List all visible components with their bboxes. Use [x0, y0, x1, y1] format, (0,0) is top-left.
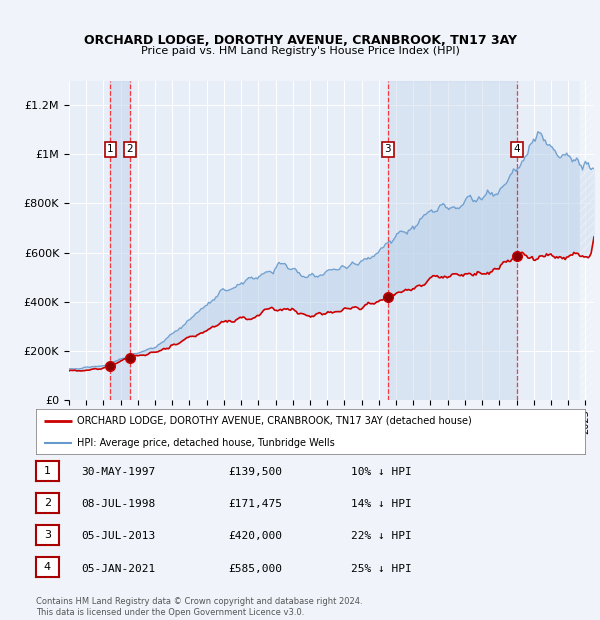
Text: 05-JAN-2021: 05-JAN-2021 [81, 564, 155, 574]
Text: 2: 2 [44, 498, 51, 508]
Text: 2: 2 [126, 144, 133, 154]
Bar [388, 81, 517, 400]
Text: 05-JUL-2013: 05-JUL-2013 [81, 531, 155, 541]
Text: 22% ↓ HPI: 22% ↓ HPI [351, 531, 412, 541]
Text: 4: 4 [44, 562, 51, 572]
Text: 1: 1 [107, 144, 114, 154]
Text: ORCHARD LODGE, DOROTHY AVENUE, CRANBROOK, TN17 3AY: ORCHARD LODGE, DOROTHY AVENUE, CRANBROOK… [83, 34, 517, 46]
Text: 30-MAY-1997: 30-MAY-1997 [81, 467, 155, 477]
Text: 3: 3 [385, 144, 391, 154]
Text: £171,475: £171,475 [228, 499, 282, 509]
Text: 1: 1 [44, 466, 51, 476]
Text: 25% ↓ HPI: 25% ↓ HPI [351, 564, 412, 574]
Text: ORCHARD LODGE, DOROTHY AVENUE, CRANBROOK, TN17 3AY (detached house): ORCHARD LODGE, DOROTHY AVENUE, CRANBROOK… [77, 416, 472, 426]
Text: HPI: Average price, detached house, Tunbridge Wells: HPI: Average price, detached house, Tunb… [77, 438, 335, 448]
Bar [580, 81, 594, 400]
Text: 08-JUL-1998: 08-JUL-1998 [81, 499, 155, 509]
Text: 3: 3 [44, 530, 51, 540]
Text: 14% ↓ HPI: 14% ↓ HPI [351, 499, 412, 509]
Text: Contains HM Land Registry data © Crown copyright and database right 2024.
This d: Contains HM Land Registry data © Crown c… [36, 598, 362, 617]
Text: £420,000: £420,000 [228, 531, 282, 541]
Text: £139,500: £139,500 [228, 467, 282, 477]
Text: 10% ↓ HPI: 10% ↓ HPI [351, 467, 412, 477]
Text: £585,000: £585,000 [228, 564, 282, 574]
Text: Price paid vs. HM Land Registry's House Price Index (HPI): Price paid vs. HM Land Registry's House … [140, 46, 460, 56]
Text: 4: 4 [514, 144, 520, 154]
Bar [110, 81, 130, 400]
